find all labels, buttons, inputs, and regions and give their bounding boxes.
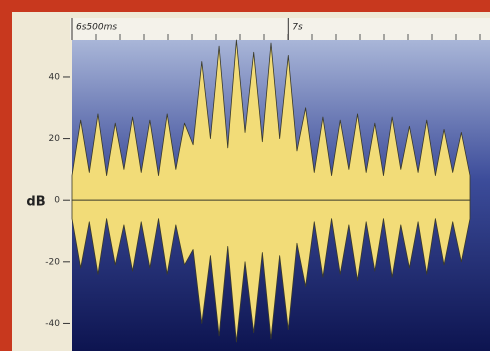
y-tick-label: -20	[45, 257, 60, 267]
y-tick-label: 0	[54, 196, 60, 206]
time-ruler	[70, 18, 490, 40]
y-tick-label: 40	[49, 72, 61, 82]
y-axis-label: dB	[26, 195, 45, 210]
x-tick-label: 6s500ms	[76, 23, 117, 33]
y-tick-label: -40	[45, 319, 60, 329]
ruler-minor-ticks	[71, 34, 481, 40]
waveform	[71, 39, 471, 201]
x-tick-label: 7s	[292, 23, 303, 33]
waveform	[71, 199, 471, 343]
y-tick-label: 20	[49, 134, 61, 144]
